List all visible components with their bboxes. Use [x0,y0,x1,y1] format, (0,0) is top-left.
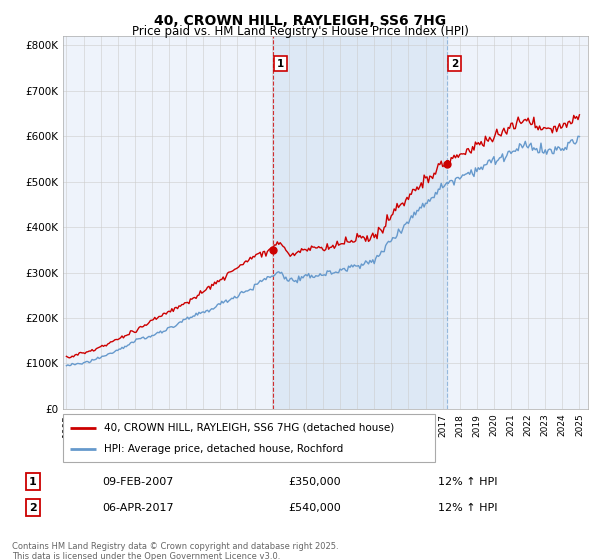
Text: 12% ↑ HPI: 12% ↑ HPI [438,477,497,487]
Text: 1: 1 [277,59,284,69]
Bar [274,36,447,409]
Text: 2: 2 [451,59,458,69]
Text: £350,000: £350,000 [288,477,341,487]
Text: 09-FEB-2007: 09-FEB-2007 [102,477,173,487]
FancyBboxPatch shape [63,414,435,462]
Text: Contains HM Land Registry data © Crown copyright and database right 2025.
This d: Contains HM Land Registry data © Crown c… [12,542,338,560]
Text: £540,000: £540,000 [288,502,341,512]
Text: 2: 2 [29,502,37,512]
Text: 40, CROWN HILL, RAYLEIGH, SS6 7HG: 40, CROWN HILL, RAYLEIGH, SS6 7HG [154,14,446,28]
Text: 1: 1 [29,477,37,487]
Text: Price paid vs. HM Land Registry's House Price Index (HPI): Price paid vs. HM Land Registry's House … [131,25,469,38]
Text: 06-APR-2017: 06-APR-2017 [102,502,173,512]
Text: 12% ↑ HPI: 12% ↑ HPI [438,502,497,512]
Text: 40, CROWN HILL, RAYLEIGH, SS6 7HG (detached house): 40, CROWN HILL, RAYLEIGH, SS6 7HG (detac… [104,423,394,433]
Text: HPI: Average price, detached house, Rochford: HPI: Average price, detached house, Roch… [104,444,343,454]
